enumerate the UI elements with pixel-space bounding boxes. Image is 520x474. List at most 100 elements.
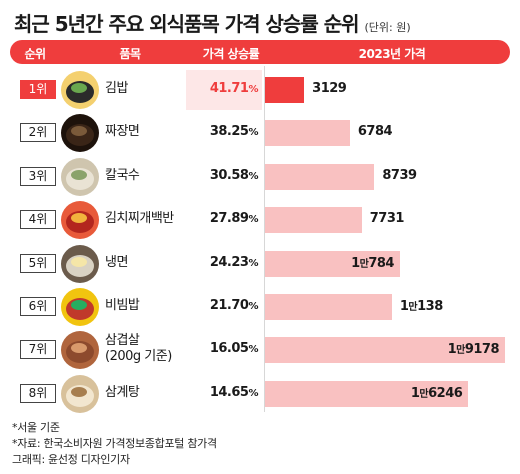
table-header: 순위 품목 가격 상승률 2023년 가격 bbox=[10, 40, 510, 64]
price-number: 8739 bbox=[382, 167, 417, 183]
price-value: 1만784 bbox=[320, 255, 394, 271]
rank-badge: 7위 bbox=[20, 340, 56, 360]
price-man-unit: 만 bbox=[419, 388, 429, 400]
price-bar bbox=[265, 163, 375, 190]
top-rate-highlight bbox=[186, 70, 262, 110]
bibimbap-photo-icon bbox=[61, 288, 99, 326]
gimbap-photo-icon bbox=[61, 71, 99, 109]
item-name: 짜장면 bbox=[105, 124, 140, 140]
header-price: 2023년 가격 bbox=[358, 47, 426, 61]
table-row: 1위 김밥 41.71% 3129 bbox=[10, 68, 510, 112]
item-name: 비빔밥 bbox=[105, 298, 140, 313]
price-value: 1만138 bbox=[400, 298, 443, 314]
rank-badge: 1위 bbox=[20, 80, 56, 99]
price-remainder: 6246 bbox=[428, 385, 463, 401]
price-man-unit: 만 bbox=[456, 345, 465, 357]
price-remainder: 138 bbox=[417, 299, 443, 314]
column-divider bbox=[264, 66, 265, 412]
price-man-count: 1 bbox=[351, 255, 360, 271]
price-increase-rate: 41.71% bbox=[186, 81, 259, 96]
rank-badge: 6위 bbox=[20, 297, 56, 316]
price-increase-rate: 16.05% bbox=[186, 341, 259, 357]
rank-badge: 3위 bbox=[20, 166, 56, 186]
samgyetang-photo-icon bbox=[61, 374, 99, 413]
price-man-unit: 만 bbox=[359, 258, 369, 270]
item-name-line2: (200g 기준) bbox=[105, 349, 172, 365]
price-value: 6784 bbox=[357, 124, 393, 140]
price-increase-rate: 38.25% bbox=[186, 124, 259, 140]
rate-percent-sign: % bbox=[248, 170, 258, 182]
rate-value: 14.65 bbox=[209, 384, 249, 400]
item-name: 김밥 bbox=[105, 81, 128, 96]
item-name: 냉면 bbox=[105, 254, 128, 270]
rate-value: 21.70 bbox=[209, 298, 249, 313]
rank-badge: 4위 bbox=[20, 210, 56, 230]
rank-badge: 2위 bbox=[20, 123, 56, 143]
rate-percent-sign: % bbox=[248, 344, 258, 356]
price-value: 3129 bbox=[312, 81, 347, 96]
price-man-count: 1 bbox=[410, 385, 420, 401]
header-rate: 가격 상승률 bbox=[202, 47, 260, 61]
kalguksu-photo-icon bbox=[61, 157, 99, 196]
table-row: 8위 삼계탕 14.65% 1만6246 bbox=[10, 372, 510, 416]
kimchi-jjigae-photo-icon bbox=[61, 201, 99, 240]
price-value: 1만6246 bbox=[388, 385, 463, 401]
price-value: 1만9178 bbox=[425, 341, 500, 358]
price-remainder: 784 bbox=[368, 255, 394, 271]
rate-percent-sign: % bbox=[248, 387, 258, 399]
rate-percent-sign: % bbox=[248, 214, 258, 226]
table-row: 3위 칼국수 30.58% 8739 bbox=[10, 155, 510, 199]
footnote-region: *서울 기준 bbox=[12, 421, 60, 434]
rate-percent-sign: % bbox=[248, 127, 258, 139]
table-row: 4위 김치찌개백반 27.89% 7731 bbox=[10, 198, 510, 242]
rate-percent-sign: % bbox=[248, 84, 258, 95]
rank-badge: 5위 bbox=[20, 253, 56, 273]
rate-value: 24.23 bbox=[209, 254, 249, 270]
price-number: 7731 bbox=[369, 211, 405, 227]
rate-value: 27.89 bbox=[209, 211, 249, 227]
title-row: 최근 5년간 주요 외식품목 가격 상승률 순위 (단위: 원) bbox=[14, 8, 411, 37]
price-number: 3129 bbox=[312, 81, 347, 96]
jjajangmyeon-photo-icon bbox=[61, 114, 99, 153]
price-bar bbox=[265, 120, 350, 147]
price-bar bbox=[265, 250, 400, 277]
price-man-count: 1 bbox=[447, 342, 457, 358]
price-value: 8739 bbox=[382, 167, 417, 183]
price-bar bbox=[265, 77, 305, 103]
header-rank: 순위 bbox=[24, 47, 46, 61]
naengmyeon-photo-icon bbox=[61, 244, 99, 283]
table-row: 2위 짜장면 38.25% 6784 bbox=[10, 111, 510, 155]
footnote-source: *자료: 한국소비자원 가격정보종합포털 참가격 bbox=[12, 437, 217, 450]
rate-value: 30.58 bbox=[209, 167, 249, 183]
rate-value: 38.25 bbox=[209, 124, 249, 140]
table-row: 5위 냉면 24.23% 1만784 bbox=[10, 242, 510, 286]
price-increase-rate: 30.58% bbox=[186, 167, 259, 183]
item-name-line1: 삼겹살 bbox=[105, 333, 140, 349]
rate-percent-sign: % bbox=[248, 301, 258, 312]
price-bar bbox=[265, 380, 469, 407]
price-bar bbox=[265, 207, 362, 234]
price-man-count: 1 bbox=[399, 299, 409, 314]
item-name: 삼겹살 (200g 기준) bbox=[105, 333, 172, 365]
rank-badge: 8위 bbox=[20, 383, 56, 403]
samgyeopsal-photo-icon bbox=[61, 331, 99, 370]
rate-percent-sign: % bbox=[248, 257, 258, 269]
price-man-unit: 만 bbox=[408, 302, 418, 313]
rate-value: 41.71 bbox=[209, 81, 249, 96]
price-increase-rate: 14.65% bbox=[186, 384, 259, 400]
table-row: 7위 삼겹살 (200g 기준) 16.05% 1만9178 bbox=[10, 328, 510, 372]
price-number: 6784 bbox=[357, 124, 393, 140]
item-name: 김치찌개백반 bbox=[105, 211, 174, 227]
item-name: 삼계탕 bbox=[105, 384, 140, 400]
footnote-credit: 그래픽: 윤선정 디자인기자 bbox=[12, 453, 130, 466]
table-row: 6위 비빔밥 21.70% 1만138 bbox=[10, 285, 510, 329]
price-increase-rate: 24.23% bbox=[186, 254, 259, 270]
unit-label: (단위: 원) bbox=[364, 21, 411, 34]
footnotes: *서울 기준 *자료: 한국소비자원 가격정보종합포털 참가격 그래픽: 윤선정… bbox=[12, 420, 217, 468]
price-increase-rate: 27.89% bbox=[186, 211, 259, 227]
item-name: 칼국수 bbox=[105, 167, 140, 183]
price-remainder: 9178 bbox=[464, 342, 500, 358]
rate-value: 16.05 bbox=[209, 341, 249, 357]
price-bar bbox=[265, 337, 505, 364]
chart-title: 최근 5년간 주요 외식품목 가격 상승률 순위 bbox=[14, 12, 359, 36]
